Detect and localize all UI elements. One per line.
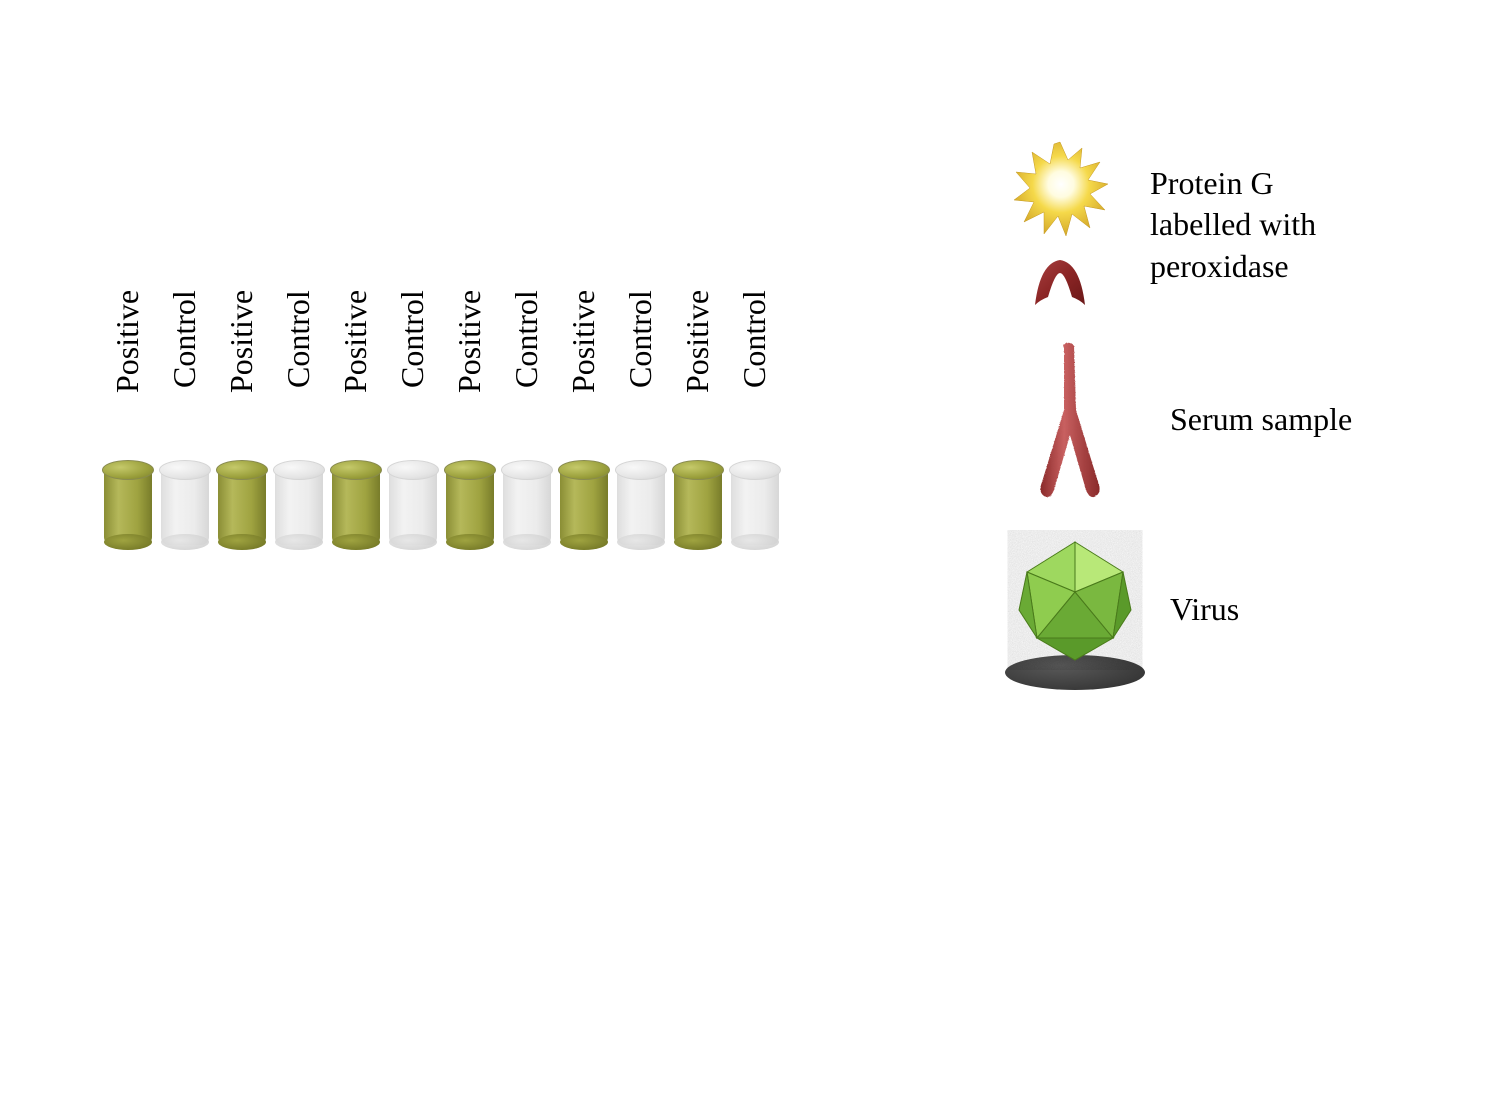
well-positive xyxy=(216,460,268,550)
well-column-12: Control xyxy=(727,290,782,550)
well-positive xyxy=(102,460,154,550)
icosahedron-icon xyxy=(1005,530,1145,670)
well-column-8: Control xyxy=(499,290,554,550)
star-burst-icon xyxy=(1010,140,1110,240)
well-label: Control xyxy=(280,290,317,450)
well-label: Control xyxy=(622,290,659,450)
well-label: Positive xyxy=(109,290,146,450)
well-control xyxy=(729,460,781,550)
protein-g-icon xyxy=(1000,140,1120,310)
legend-item-virus: Virus xyxy=(1000,530,1380,690)
well-label: Control xyxy=(508,290,545,450)
well-column-4: Control xyxy=(271,290,326,550)
well-control xyxy=(159,460,211,550)
well-label: Control xyxy=(166,290,203,450)
serum-antibody-icon xyxy=(1000,340,1140,500)
well-control xyxy=(387,460,439,550)
well-label: Positive xyxy=(337,290,374,450)
legend-item-serum: Serum sample xyxy=(1000,340,1380,500)
well-column-1: Positive xyxy=(100,290,155,550)
legend-label: Protein G labelled with peroxidase xyxy=(1150,163,1380,288)
wells-row: Positive Control Positive Control Positi… xyxy=(100,290,782,550)
well-control xyxy=(273,460,325,550)
well-control xyxy=(615,460,667,550)
arc-base-icon xyxy=(1030,255,1090,310)
well-column-7: Positive xyxy=(442,290,497,550)
well-label: Control xyxy=(394,290,431,450)
well-positive xyxy=(330,460,382,550)
well-positive xyxy=(558,460,610,550)
well-positive xyxy=(444,460,496,550)
well-label: Positive xyxy=(565,290,602,450)
well-column-6: Control xyxy=(385,290,440,550)
well-column-10: Control xyxy=(613,290,668,550)
well-label: Positive xyxy=(451,290,488,450)
well-column-9: Positive xyxy=(556,290,611,550)
legend-label: Serum sample xyxy=(1170,399,1352,441)
legend-item-protein-g: Protein G labelled with peroxidase xyxy=(1000,140,1380,310)
virus-icon xyxy=(1000,530,1140,690)
well-column-3: Positive xyxy=(214,290,269,550)
legend-label: Virus xyxy=(1170,589,1239,631)
legend: Protein G labelled with peroxidase xyxy=(1000,140,1380,720)
well-column-11: Positive xyxy=(670,290,725,550)
antibody-y-icon xyxy=(1020,340,1120,500)
well-column-5: Positive xyxy=(328,290,383,550)
well-label: Control xyxy=(736,290,773,450)
well-label: Positive xyxy=(223,290,260,450)
well-control xyxy=(501,460,553,550)
well-column-2: Control xyxy=(157,290,212,550)
well-positive xyxy=(672,460,724,550)
well-label: Positive xyxy=(679,290,716,450)
